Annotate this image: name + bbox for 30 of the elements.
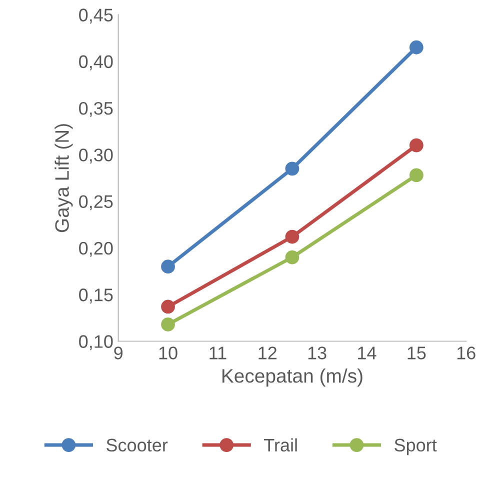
y-tick-label: 0,35 xyxy=(79,102,113,117)
legend-label: Scooter xyxy=(106,438,168,452)
y-tick-label: 0,15 xyxy=(79,288,113,304)
legend-label: Sport xyxy=(394,438,437,456)
x-tick-label: 13 xyxy=(308,346,326,360)
point xyxy=(409,168,424,182)
y-tick-label: 0,25 xyxy=(79,195,113,210)
point xyxy=(161,260,175,274)
legend-label: Trail xyxy=(264,438,297,452)
y-tick-label: 0,40 xyxy=(79,55,113,70)
point xyxy=(409,40,424,54)
x-tick-label: 16 xyxy=(457,346,476,360)
y-axis-title: Gaya Lift (N) xyxy=(54,124,73,232)
point xyxy=(285,230,300,244)
y-tick-label: 0,45 xyxy=(79,8,113,24)
x-tick-label: 12 xyxy=(258,346,277,360)
y-tick-label: 0,10 xyxy=(79,335,113,350)
x-tick-label: 14 xyxy=(358,346,376,360)
x-tick-label: 10 xyxy=(159,346,178,360)
y-tick-label: 0,30 xyxy=(79,148,113,164)
x-axis-title: Kecepatan (m/s) xyxy=(222,368,362,387)
point xyxy=(161,300,175,314)
x-tick-label: 11 xyxy=(210,346,226,360)
point xyxy=(161,318,175,332)
x-tick-label: 9 xyxy=(114,346,122,360)
point xyxy=(285,162,300,176)
x-tick-label: 15 xyxy=(408,346,426,360)
point xyxy=(285,250,300,264)
point xyxy=(409,138,424,152)
y-tick-label: 0,20 xyxy=(79,242,113,257)
